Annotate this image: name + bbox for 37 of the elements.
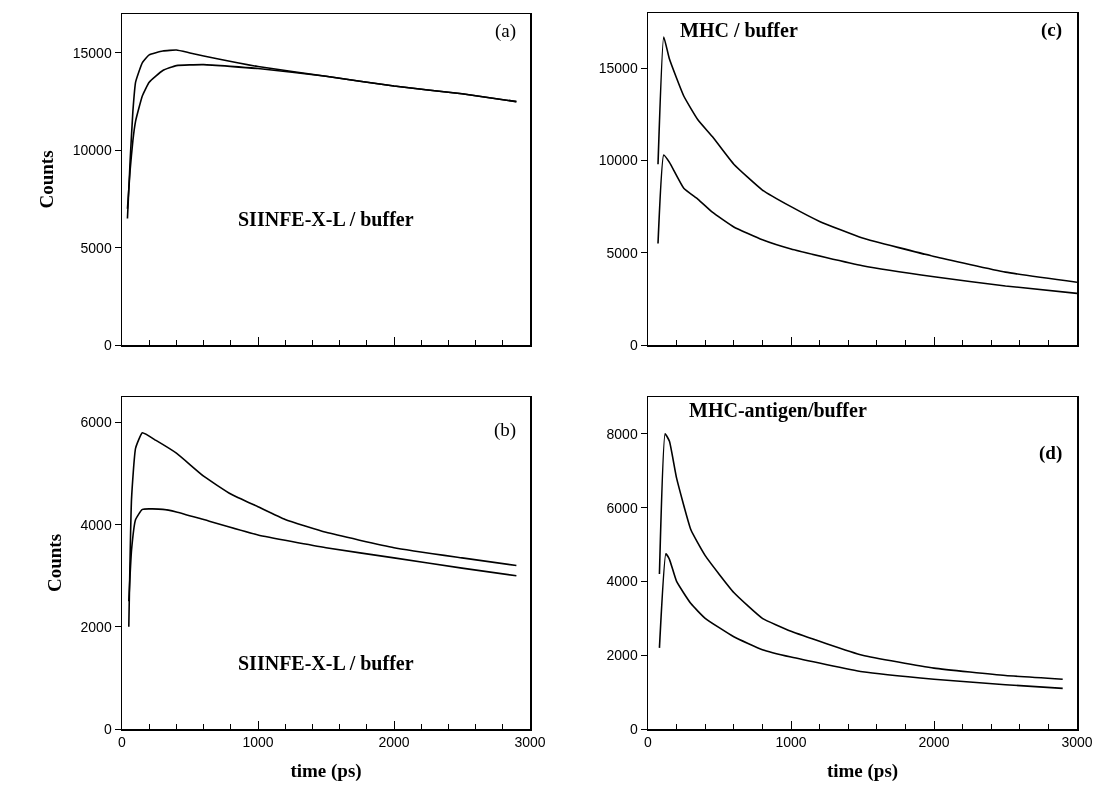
- annotation: (c): [1041, 19, 1063, 41]
- annotation: SIINFE-X-L / buffer: [238, 208, 414, 230]
- y-axis-title: Counts: [43, 533, 65, 593]
- x-tick-label: 0: [118, 734, 127, 751]
- y-tick-label: 4000: [606, 573, 638, 590]
- y-tick-label: 4000: [80, 516, 112, 533]
- annotation: MHC-antigen/buffer: [689, 399, 867, 422]
- x-tick-label: 2000: [918, 734, 950, 751]
- y-tick-label: 2000: [606, 647, 638, 664]
- y-tick-label: 8000: [606, 425, 638, 442]
- y-tick-label: 10000: [598, 152, 638, 169]
- annotation: MHC / buffer: [680, 19, 798, 41]
- y-tick-label: 0: [629, 720, 638, 737]
- y-tick-label: 6000: [606, 499, 638, 516]
- annotation: (a): [495, 20, 517, 42]
- y-tick-label: 6000: [80, 414, 112, 431]
- x-tick-label: 3000: [514, 734, 546, 751]
- x-tick-label: 0: [644, 734, 653, 751]
- y-tick-label: 0: [103, 720, 112, 737]
- annotation: (b): [494, 419, 517, 441]
- y-tick-label: 15000: [598, 60, 638, 77]
- annotation: SIINFE-X-L / buffer: [238, 652, 414, 674]
- y-axis-title: Counts: [35, 150, 57, 209]
- y-tick-label: 10000: [72, 142, 112, 159]
- y-tick-label: 0: [629, 336, 638, 353]
- y-tick-label: 5000: [80, 239, 112, 256]
- x-axis-title: time (ps): [290, 759, 362, 782]
- x-tick-label: 3000: [1061, 734, 1093, 751]
- x-tick-label: 1000: [242, 734, 274, 751]
- y-tick-label: 2000: [80, 618, 112, 635]
- y-tick-label: 0: [103, 336, 112, 353]
- x-tick-label: 2000: [378, 734, 410, 751]
- y-tick-label: 5000: [606, 244, 638, 261]
- x-axis-title: time (ps): [826, 759, 899, 782]
- y-tick-label: 15000: [72, 44, 112, 61]
- annotation: (d): [1039, 442, 1063, 464]
- x-tick-label: 1000: [775, 734, 807, 751]
